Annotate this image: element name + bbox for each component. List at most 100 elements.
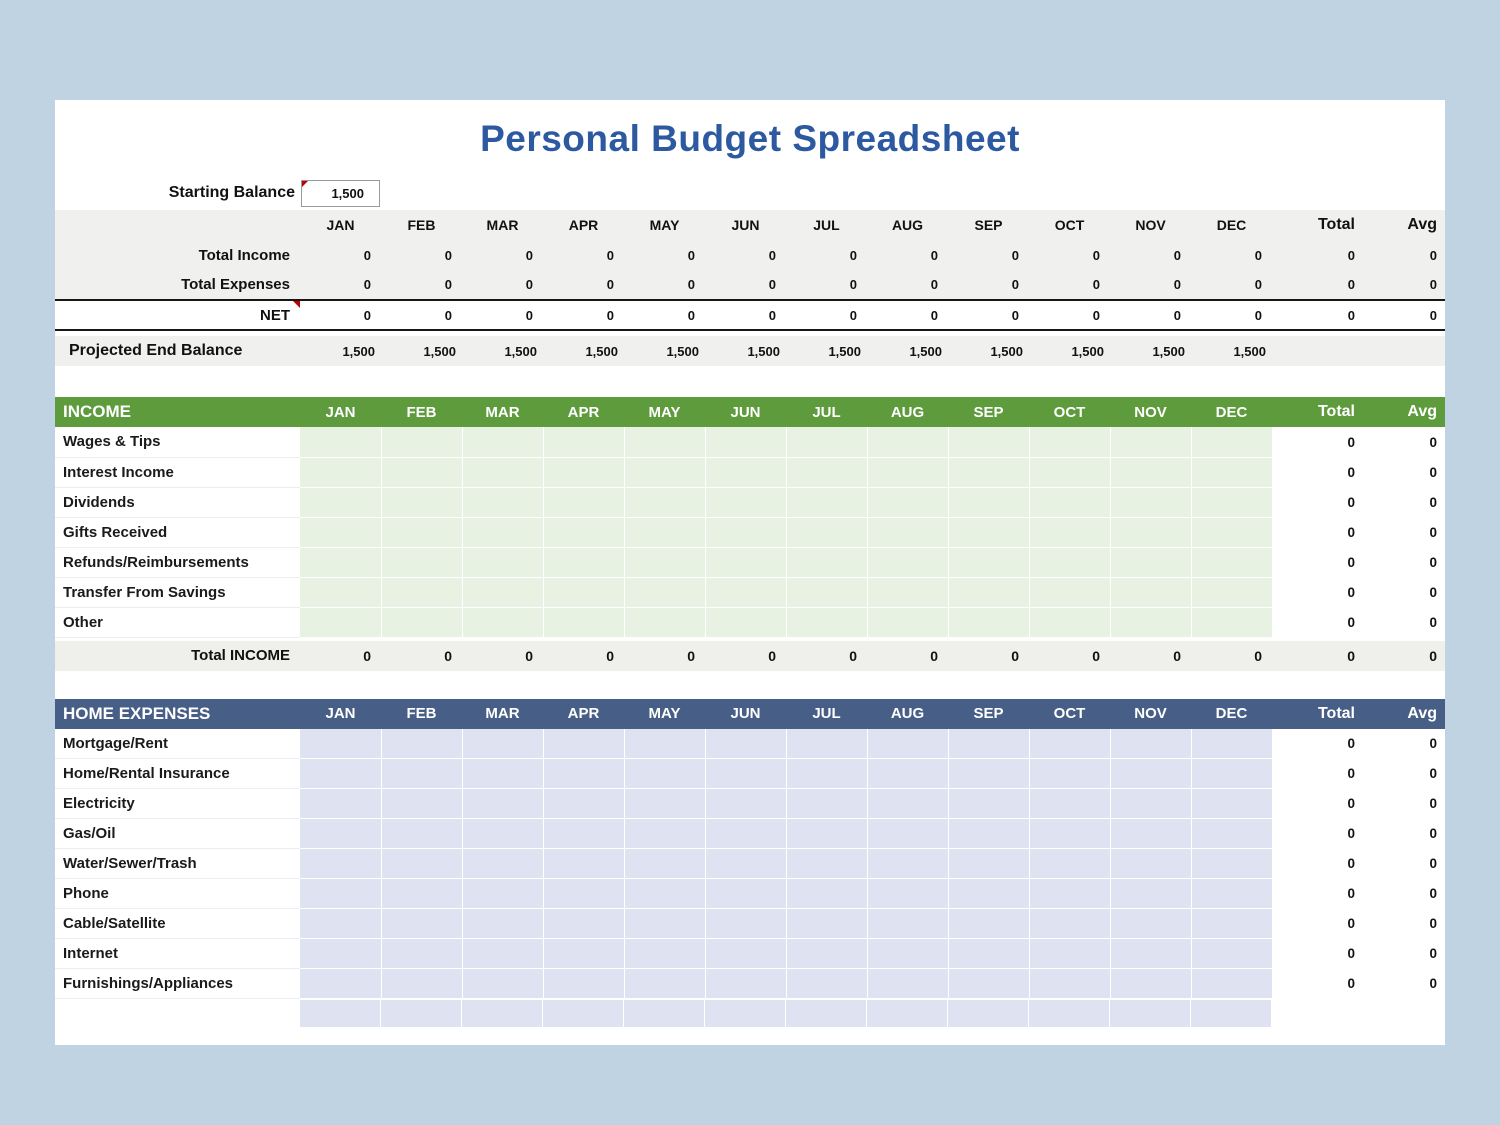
month-cell[interactable] xyxy=(300,878,382,909)
month-cell[interactable]: 0 xyxy=(1029,299,1110,331)
month-cell[interactable] xyxy=(1110,878,1192,909)
month-cell[interactable] xyxy=(705,788,787,819)
month-cell[interactable] xyxy=(462,848,544,879)
month-cell[interactable]: 1,500 xyxy=(909,343,942,359)
month-cell[interactable] xyxy=(300,728,382,759)
month-cell[interactable] xyxy=(300,457,382,488)
month-cell[interactable] xyxy=(381,788,463,819)
month-cell[interactable] xyxy=(1110,487,1192,518)
total-cell[interactable]: 0 xyxy=(1272,788,1369,819)
month-cell[interactable]: 0 xyxy=(1173,247,1181,263)
month-cell[interactable] xyxy=(867,457,949,488)
month-cell[interactable] xyxy=(1191,938,1273,969)
month-cell[interactable] xyxy=(786,878,868,909)
month-cell[interactable] xyxy=(705,457,787,488)
month-cell[interactable] xyxy=(624,908,706,939)
month-cell[interactable] xyxy=(381,878,463,909)
month-cell[interactable] xyxy=(867,728,949,759)
month-cell[interactable] xyxy=(1110,788,1192,819)
row-label[interactable]: Transfer From Savings xyxy=(55,577,300,608)
row-label[interactable]: Cable/Satellite xyxy=(55,908,300,939)
month-cell[interactable] xyxy=(543,938,625,969)
month-cell[interactable]: 0 xyxy=(930,647,938,664)
month-cell[interactable]: 0 xyxy=(363,247,371,263)
month-cell[interactable] xyxy=(462,728,544,759)
month-cell[interactable] xyxy=(867,577,949,608)
month-cell[interactable]: 0 xyxy=(786,299,867,331)
month-cell[interactable] xyxy=(381,818,463,849)
month-cell[interactable] xyxy=(624,427,706,458)
month-cell[interactable] xyxy=(300,577,382,608)
month-cell[interactable] xyxy=(1191,487,1273,518)
month-cell[interactable]: 1,500 xyxy=(1071,343,1104,359)
month-cell[interactable]: 1,500 xyxy=(1152,343,1185,359)
avg-cell[interactable]: 0 xyxy=(1429,647,1437,664)
month-cell[interactable] xyxy=(786,818,868,849)
month-cell[interactable] xyxy=(867,908,949,939)
month-cell[interactable] xyxy=(1029,607,1111,638)
month-cell[interactable]: 0 xyxy=(930,247,938,263)
month-cell[interactable] xyxy=(624,938,706,969)
month-cell[interactable]: 0 xyxy=(1110,299,1191,331)
month-cell[interactable]: 0 xyxy=(462,299,543,331)
month-cell[interactable]: 1,500 xyxy=(747,343,780,359)
month-cell[interactable]: 0 xyxy=(525,647,533,664)
month-cell[interactable] xyxy=(705,908,787,939)
month-cell[interactable] xyxy=(543,818,625,849)
avg-cell[interactable]: 0 xyxy=(1369,878,1445,909)
row-label[interactable]: Home/Rental Insurance xyxy=(55,758,300,789)
month-cell[interactable] xyxy=(381,487,463,518)
month-cell[interactable] xyxy=(786,517,868,548)
month-cell[interactable] xyxy=(1110,968,1192,999)
month-cell[interactable] xyxy=(867,848,949,879)
month-cell[interactable]: 0 xyxy=(525,247,533,263)
total-cell[interactable]: 0 xyxy=(1272,848,1369,879)
month-cell[interactable] xyxy=(300,938,382,969)
month-cell[interactable] xyxy=(1110,457,1192,488)
month-cell[interactable] xyxy=(1191,788,1273,819)
total-cell[interactable]: 0 xyxy=(1272,908,1369,939)
row-label[interactable]: Projected End Balance xyxy=(69,342,243,359)
row-label[interactable]: Wages & Tips xyxy=(55,427,300,458)
month-cell[interactable] xyxy=(705,818,787,849)
month-cell[interactable] xyxy=(705,487,787,518)
month-cell[interactable]: 0 xyxy=(381,299,462,331)
month-cell[interactable] xyxy=(381,908,463,939)
total-cell[interactable]: 0 xyxy=(1272,878,1369,909)
total-cell[interactable]: 0 xyxy=(1272,517,1369,547)
month-cell[interactable] xyxy=(462,607,544,638)
month-cell[interactable] xyxy=(381,758,463,789)
month-cell[interactable] xyxy=(624,577,706,608)
month-cell[interactable] xyxy=(705,968,787,999)
month-cell[interactable] xyxy=(1029,487,1111,518)
month-cell[interactable]: 0 xyxy=(543,299,624,331)
total-cell[interactable]: 0 xyxy=(1272,758,1369,789)
month-cell[interactable] xyxy=(786,848,868,879)
month-cell[interactable] xyxy=(381,517,463,548)
month-cell[interactable] xyxy=(1029,788,1111,819)
month-cell[interactable] xyxy=(867,938,949,969)
month-cell[interactable]: 1,500 xyxy=(828,343,861,359)
avg-cell[interactable]: 0 xyxy=(1369,299,1445,331)
avg-cell[interactable]: 0 xyxy=(1369,427,1445,457)
month-cell[interactable] xyxy=(381,728,463,759)
total-cell[interactable]: 0 xyxy=(1272,607,1369,637)
month-cell[interactable] xyxy=(1191,758,1273,789)
total-cell[interactable] xyxy=(1272,336,1369,366)
month-cell[interactable] xyxy=(1029,848,1111,879)
month-cell[interactable] xyxy=(624,487,706,518)
month-cell[interactable] xyxy=(543,487,625,518)
row-label[interactable]: Furnishings/Appliances xyxy=(55,968,300,999)
month-cell[interactable] xyxy=(1029,818,1111,849)
month-cell[interactable] xyxy=(300,607,382,638)
month-cell[interactable]: 0 xyxy=(1011,277,1019,292)
month-cell[interactable]: 1,500 xyxy=(585,343,618,359)
avg-cell[interactable]: 0 xyxy=(1369,487,1445,517)
month-cell[interactable]: 0 xyxy=(1092,647,1100,664)
month-cell[interactable] xyxy=(300,968,382,999)
month-cell[interactable] xyxy=(948,457,1030,488)
month-cell[interactable] xyxy=(1029,878,1111,909)
month-cell[interactable] xyxy=(381,427,463,458)
month-cell[interactable] xyxy=(543,968,625,999)
starting-balance-input[interactable]: 1,500 xyxy=(301,179,380,207)
